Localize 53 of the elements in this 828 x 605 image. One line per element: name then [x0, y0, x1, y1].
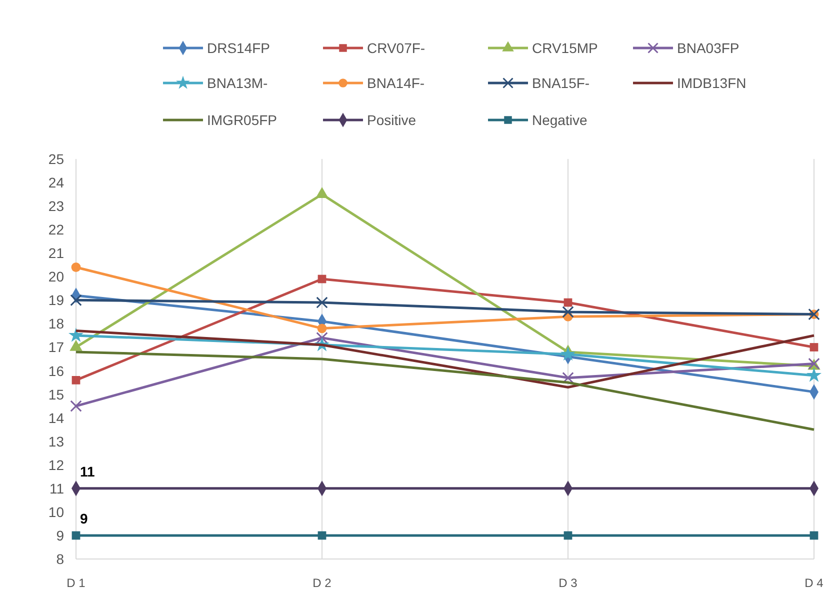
y-tick-label: 20: [48, 268, 64, 285]
point: [70, 294, 82, 306]
legend-label: IMDB13FN: [677, 75, 746, 91]
legend-label: BNA03FP: [677, 40, 740, 56]
point: [806, 368, 822, 382]
y-tick-label: 25: [48, 151, 64, 167]
legend-label: BNA14F-: [367, 75, 425, 91]
point: [562, 306, 574, 318]
legend-label: DRS14FP: [207, 40, 270, 56]
x-tick-label: D 3: [558, 576, 578, 590]
y-tick-label: 11: [49, 480, 64, 496]
point: [72, 376, 80, 384]
y-tick-label: 19: [48, 292, 64, 308]
point: [71, 262, 81, 272]
y-tick-label: 14: [48, 410, 64, 426]
point: [68, 328, 84, 342]
data-label: 11: [80, 463, 96, 480]
y-tick-label: 22: [48, 222, 64, 238]
legend-label: Positive: [367, 112, 416, 128]
legend-label: BNA13M-: [207, 75, 268, 91]
legend-label: CRV07F-: [367, 40, 426, 56]
point: [316, 332, 328, 344]
legend-label: Negative: [532, 112, 588, 128]
point: [317, 324, 327, 334]
y-tick-label: 12: [48, 456, 64, 473]
y-tick-label: 16: [48, 362, 64, 379]
y-tick-label: 17: [48, 339, 64, 356]
point: [564, 298, 572, 307]
point: [318, 274, 326, 284]
y-tick-label: 13: [48, 433, 64, 450]
y-tick-label: 15: [48, 386, 64, 402]
x-tick-label: D 2: [312, 576, 332, 590]
y-tick-label: 10: [48, 504, 64, 520]
point: [810, 531, 818, 540]
data-label: 9: [80, 510, 88, 526]
point: [316, 296, 328, 308]
point: [70, 400, 82, 412]
legend-label: IMGR05FP: [207, 112, 278, 128]
point: [72, 531, 80, 540]
point: [810, 343, 818, 352]
y-tick-label: 21: [48, 245, 64, 262]
x-tick-label: D 4: [804, 576, 824, 590]
y-tick-label: 9: [56, 527, 64, 544]
legend-label: CRV15MP: [532, 40, 598, 56]
y-tick-label: 23: [48, 198, 64, 214]
point: [318, 531, 326, 540]
y-tick-label: 8: [56, 551, 64, 567]
point: [564, 531, 572, 540]
point: [560, 346, 576, 361]
y-tick-label: 18: [48, 316, 64, 332]
legend-label: BNA15F-: [532, 75, 590, 91]
x-tick-label: D 1: [66, 576, 86, 590]
y-tick-label: 24: [48, 174, 64, 191]
